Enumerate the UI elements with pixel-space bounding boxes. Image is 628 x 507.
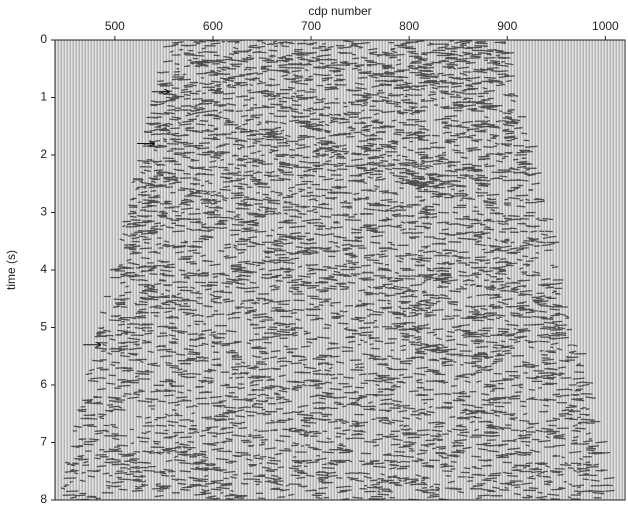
texture-traces — [55, 40, 624, 500]
y-tick-label: 5 — [40, 320, 47, 334]
y-axis-label: time (s) — [4, 250, 18, 290]
x-tick-label: 1000 — [592, 19, 619, 33]
x-tick-label: 600 — [203, 19, 223, 33]
y-tick-label: 3 — [40, 205, 47, 219]
y-tick-label: 2 — [40, 147, 47, 161]
y-tick-label: 1 — [40, 90, 47, 104]
y-tick-label: 0 — [40, 32, 47, 46]
x-tick-label: 900 — [497, 19, 517, 33]
x-axis-label: cdp number — [308, 4, 371, 18]
y-tick-label: 4 — [40, 262, 47, 276]
y-tick-label: 6 — [40, 377, 47, 391]
seismic-texture — [55, 40, 624, 500]
x-tick-label: 700 — [301, 19, 321, 33]
x-tick-label: 800 — [399, 19, 419, 33]
x-tick-label: 500 — [105, 19, 125, 33]
y-tick-label: 8 — [40, 492, 47, 506]
y-tick-label: 7 — [40, 435, 47, 449]
